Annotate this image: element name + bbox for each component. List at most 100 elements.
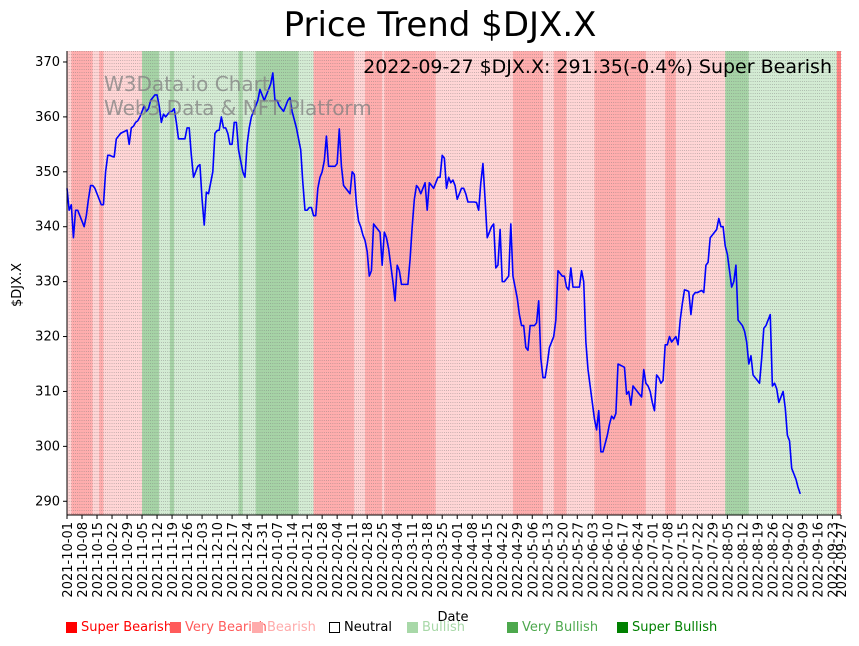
x-tick-label: 2022-02-11 bbox=[346, 522, 361, 598]
x-tick-label: 2022-03-18 bbox=[421, 522, 436, 598]
y-axis-label: $DJX.X bbox=[10, 263, 25, 307]
y-tick-label: 340 bbox=[35, 220, 60, 235]
x-tick-label: 2021-10-08 bbox=[76, 522, 91, 598]
price-line-layer bbox=[66, 72, 802, 495]
y-tick-labels: 290 300 310 320 330 340 350 360 370 bbox=[35, 55, 67, 509]
x-tick-label: 2022-09-27 bbox=[835, 522, 850, 598]
x-tick-label: 2022-02-04 bbox=[331, 522, 346, 598]
x-tick-label: 2021-12-17 bbox=[226, 522, 241, 598]
x-tick-label: 2022-01-14 bbox=[286, 522, 301, 598]
regime-band-very-bearish bbox=[313, 51, 355, 515]
y-tick-label: 350 bbox=[35, 165, 60, 180]
legend-label: Bullish bbox=[422, 620, 466, 635]
legend-item-super-bullish: Super Bullish bbox=[617, 620, 717, 635]
y-tick-label: 310 bbox=[35, 384, 60, 399]
latest-price-annotation: 2022-09-27 $DJX.X: 291.35(-0.4%) Super B… bbox=[363, 56, 832, 78]
x-tick-label: 2022-06-03 bbox=[586, 522, 601, 598]
x-tick-label: 2022-06-17 bbox=[616, 522, 631, 598]
regime-band-bearish bbox=[382, 51, 385, 515]
y-tick-label: 300 bbox=[35, 439, 60, 454]
x-tick-label: 2021-12-24 bbox=[241, 522, 256, 598]
x-tick-label: 2022-06-10 bbox=[601, 522, 616, 598]
x-tick-label: 2022-02-25 bbox=[376, 522, 391, 598]
legend-item-very-bullish: Very Bullish bbox=[507, 620, 598, 635]
x-tick-label: 2022-04-22 bbox=[496, 522, 511, 598]
x-tick-label: 2021-10-29 bbox=[121, 522, 136, 598]
x-tick-label: 2022-01-28 bbox=[316, 522, 331, 598]
legend-swatch bbox=[507, 622, 518, 633]
price-line bbox=[66, 72, 802, 495]
watermark-line-1: W3Data.io Chart bbox=[104, 72, 270, 96]
x-tick-label: 2022-07-29 bbox=[706, 522, 721, 598]
x-tick-label: 2022-09-23 bbox=[826, 522, 841, 598]
regime-bands bbox=[67, 51, 841, 515]
x-tick-label: 2021-12-31 bbox=[256, 522, 271, 598]
x-tick-label: 2021-11-26 bbox=[181, 522, 196, 598]
x-tick-label: 2022-05-13 bbox=[541, 522, 556, 598]
regime-band-bullish bbox=[765, 51, 837, 515]
x-tick-label: 2022-08-19 bbox=[751, 522, 766, 598]
y-tick-label: 330 bbox=[35, 275, 60, 290]
x-tick-label: 2022-09-09 bbox=[796, 522, 811, 598]
legend-label: Very Bearish bbox=[185, 620, 267, 635]
legend-swatch bbox=[329, 622, 340, 633]
legend-item-very-bearish: Very Bearish bbox=[170, 620, 267, 635]
legend-swatch bbox=[617, 622, 628, 633]
x-tick-label: 2022-07-15 bbox=[676, 522, 691, 598]
x-tick-label: 2021-10-15 bbox=[91, 522, 106, 598]
x-tick-label: 2021-11-12 bbox=[151, 522, 166, 598]
x-tick-label: 2022-03-25 bbox=[436, 522, 451, 598]
x-tick-label: 2022-09-02 bbox=[781, 522, 796, 598]
legend-label: Super Bullish bbox=[632, 620, 718, 635]
x-tick-label: 2022-03-04 bbox=[391, 522, 406, 598]
x-tick-label: 2021-11-19 bbox=[166, 522, 181, 598]
x-axis-label: Date bbox=[437, 610, 468, 625]
legend-swatch bbox=[66, 622, 77, 633]
regime-band-bearish bbox=[92, 51, 100, 515]
regime-band-bearish bbox=[645, 51, 666, 515]
legend-swatch bbox=[170, 622, 181, 633]
legend-label: Super Bearish bbox=[81, 620, 173, 635]
x-tick-label: 2022-07-01 bbox=[646, 522, 661, 598]
y-tick-label: 290 bbox=[35, 494, 60, 509]
x-tick-label: 2022-08-12 bbox=[736, 522, 751, 598]
x-tick-label: 2022-01-21 bbox=[301, 522, 316, 598]
x-tick-label: 2021-10-01 bbox=[61, 522, 76, 598]
regime-band-bullish bbox=[159, 51, 170, 515]
x-tick-label: 2022-08-26 bbox=[766, 522, 781, 598]
x-tick-label: 2022-04-15 bbox=[481, 522, 496, 598]
x-tick-label: 2022-04-08 bbox=[466, 522, 481, 598]
legend-item-neutral: Neutral bbox=[329, 620, 392, 635]
legend-item-bullish: Bullish bbox=[407, 620, 465, 635]
legend-label: Neutral bbox=[344, 620, 392, 635]
y-tick-label: 360 bbox=[35, 110, 60, 125]
regime-band-bearish bbox=[675, 51, 726, 515]
regime-band-bearish bbox=[542, 51, 554, 515]
x-tick-label: 2022-02-18 bbox=[361, 522, 376, 598]
x-tick-label: 2022-06-24 bbox=[631, 522, 646, 598]
x-tick-label: 2022-05-06 bbox=[526, 522, 541, 598]
legend-item-bearish: Bearish bbox=[252, 620, 316, 635]
x-tick-label: 2022-07-22 bbox=[691, 522, 706, 598]
regime-band-bearish bbox=[354, 51, 366, 515]
x-tick-label: 2022-03-11 bbox=[406, 522, 421, 598]
x-tick-label: 2021-11-05 bbox=[136, 522, 151, 598]
x-tick-label: 2022-05-27 bbox=[571, 522, 586, 598]
x-tick-label: 2022-08-05 bbox=[721, 522, 736, 598]
y-tick-label: 370 bbox=[35, 55, 60, 70]
x-tick-label: 2022-05-20 bbox=[556, 522, 571, 598]
x-tick-label: 2021-10-22 bbox=[106, 522, 121, 598]
legend-item-super-bearish: Super Bearish bbox=[66, 620, 172, 635]
watermark-line-2: Web3 Data & NFT Platform bbox=[104, 96, 372, 120]
y-tick-label: 320 bbox=[35, 330, 60, 345]
x-tick-label: 2022-09-16 bbox=[811, 522, 826, 598]
regime-band-bullish bbox=[187, 51, 224, 515]
legend-label: Bearish bbox=[267, 620, 316, 635]
chart-title: Price Trend $DJX.X bbox=[284, 5, 597, 45]
x-tick-label: 2021-12-03 bbox=[196, 522, 211, 598]
x-tick-label: 2022-07-08 bbox=[661, 522, 676, 598]
x-tick-labels: 2021-10-01 2021-10-08 2021-10-15 2021-10-22… bbox=[61, 515, 850, 598]
regime-band-very-bearish bbox=[665, 51, 676, 515]
x-tick-label: 2021-12-10 bbox=[211, 522, 226, 598]
vertical-gridlines bbox=[66, 51, 842, 515]
